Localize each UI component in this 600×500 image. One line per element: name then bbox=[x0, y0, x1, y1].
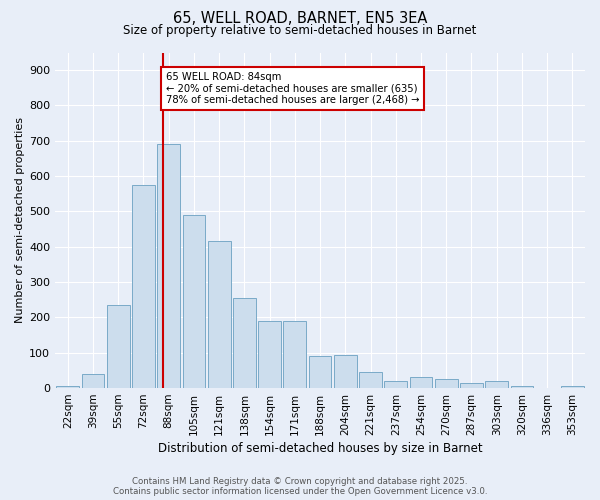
Bar bbox=[258, 321, 281, 388]
Text: Size of property relative to semi-detached houses in Barnet: Size of property relative to semi-detach… bbox=[124, 24, 476, 37]
Bar bbox=[359, 372, 382, 388]
Bar bbox=[157, 144, 180, 388]
X-axis label: Distribution of semi-detached houses by size in Barnet: Distribution of semi-detached houses by … bbox=[158, 442, 482, 455]
Bar bbox=[334, 354, 356, 388]
Bar bbox=[56, 386, 79, 388]
Bar bbox=[182, 215, 205, 388]
Bar bbox=[485, 381, 508, 388]
Bar bbox=[435, 379, 458, 388]
Bar bbox=[107, 305, 130, 388]
Bar bbox=[511, 386, 533, 388]
Bar bbox=[410, 378, 433, 388]
Bar bbox=[385, 381, 407, 388]
Bar bbox=[309, 356, 331, 388]
Y-axis label: Number of semi-detached properties: Number of semi-detached properties bbox=[15, 118, 25, 324]
Bar bbox=[460, 383, 483, 388]
Text: 65, WELL ROAD, BARNET, EN5 3EA: 65, WELL ROAD, BARNET, EN5 3EA bbox=[173, 11, 427, 26]
Text: Contains HM Land Registry data © Crown copyright and database right 2025.
Contai: Contains HM Land Registry data © Crown c… bbox=[113, 476, 487, 496]
Bar bbox=[82, 374, 104, 388]
Bar bbox=[208, 242, 230, 388]
Bar bbox=[283, 321, 306, 388]
Bar bbox=[132, 185, 155, 388]
Text: 65 WELL ROAD: 84sqm
← 20% of semi-detached houses are smaller (635)
78% of semi-: 65 WELL ROAD: 84sqm ← 20% of semi-detach… bbox=[166, 72, 419, 105]
Bar bbox=[233, 298, 256, 388]
Bar bbox=[561, 386, 584, 388]
